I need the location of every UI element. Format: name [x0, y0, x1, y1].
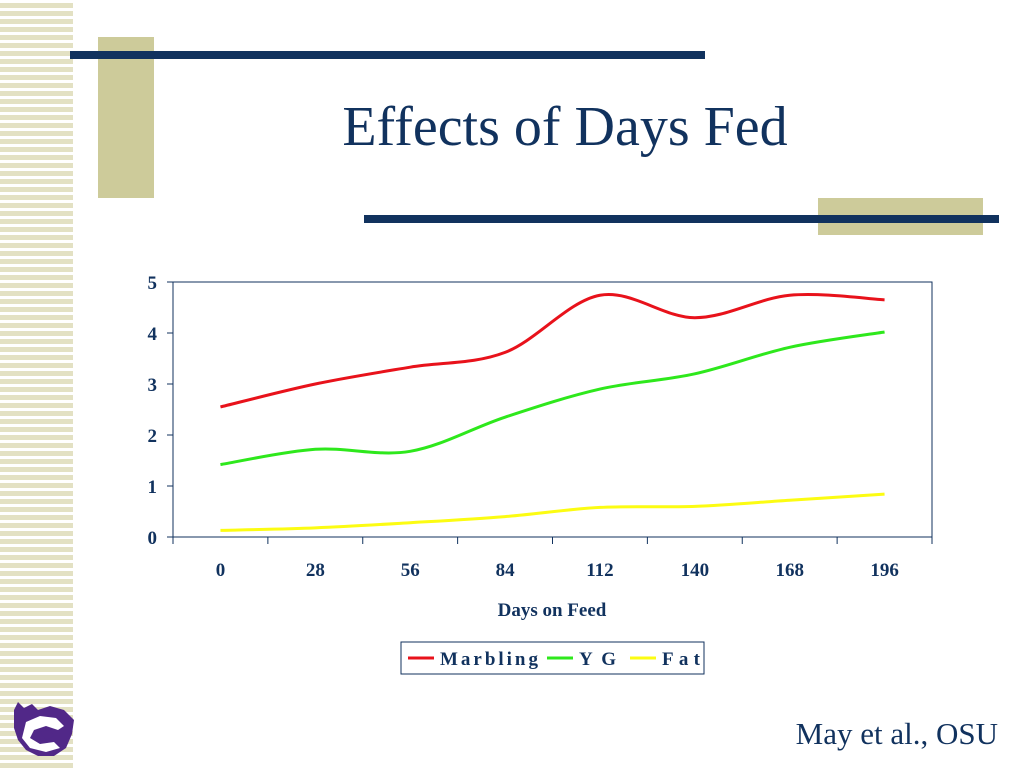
series-line-yg	[220, 330, 885, 467]
side-stripe-decoration	[0, 0, 73, 768]
wildcat-logo-icon	[14, 702, 74, 756]
x-tick-label: 196	[870, 560, 899, 581]
x-axis-label: Days on Feed	[498, 600, 607, 621]
y-tick-label: 0	[148, 528, 158, 549]
x-tick-label: 140	[681, 560, 710, 581]
x-tick-label: 0	[216, 560, 226, 581]
x-tick-label: 56	[401, 560, 420, 581]
x-tick-label: 28	[306, 560, 325, 581]
plot-area	[172, 281, 933, 538]
title-accent-block-left	[98, 37, 154, 198]
x-tick-label: 168	[775, 560, 804, 581]
series-line-marbling	[220, 292, 885, 409]
source-credit: May et al., OSU	[795, 716, 998, 751]
y-tick-label: 5	[148, 273, 158, 294]
y-tick-label: 4	[148, 324, 158, 345]
y-tick-label: 1	[148, 477, 158, 498]
y-tick-label: 3	[148, 375, 158, 396]
title-rule-bottom	[364, 215, 999, 223]
series-line-fat	[220, 492, 885, 532]
legend-label-fat: Fat	[662, 649, 701, 670]
title-rule-top	[70, 51, 705, 59]
x-tick-label: 112	[586, 560, 613, 581]
slide-title: Effects of Days Fed	[342, 96, 788, 158]
legend-label-marbling: Marbling	[440, 649, 539, 670]
y-tick-label: 2	[148, 426, 158, 447]
x-tick-label: 84	[496, 560, 516, 581]
